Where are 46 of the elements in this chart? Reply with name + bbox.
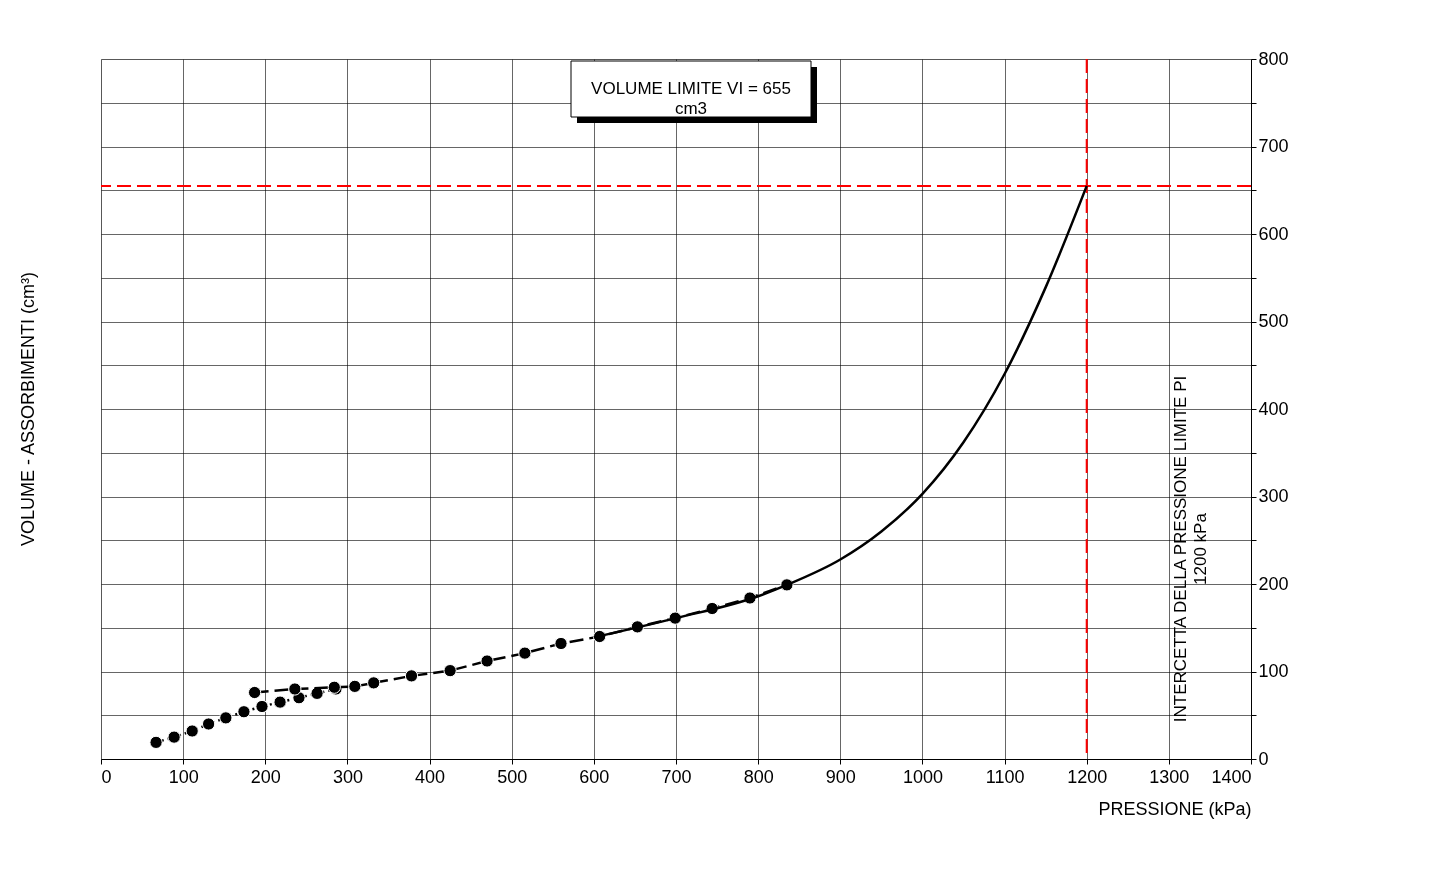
point [185, 724, 199, 738]
x-tick-label: 200 [250, 766, 281, 787]
y-axis-title: VOLUME - ASSORBIMENTI (cm³) [18, 271, 39, 547]
annotation: VOLUME LIMITE VI = 655 cm3 [591, 79, 791, 118]
point [247, 685, 262, 700]
point [219, 711, 233, 725]
y-tick-label: 0 [1258, 748, 1269, 769]
point [480, 654, 494, 668]
x-tick-label: 1000 [902, 766, 943, 787]
x-tick-label: 500 [497, 766, 528, 787]
point [310, 686, 324, 700]
y-tick-label: 200 [1258, 573, 1289, 594]
x-tick-label: 700 [661, 766, 692, 787]
x-tick-label: 1100 [985, 766, 1025, 787]
point [149, 735, 163, 749]
x-tick-label: 1200 [1067, 766, 1108, 787]
x-axis-title: PRESSIONE (kPa) [1098, 798, 1252, 819]
y-tick-label: 600 [1258, 223, 1289, 244]
y-tick-label: 400 [1258, 398, 1289, 419]
point [554, 636, 568, 651]
point [348, 679, 362, 693]
y-tick-label: 100 [1258, 661, 1289, 681]
point [367, 676, 381, 690]
x-tick-label: 600 [579, 766, 610, 787]
point [443, 664, 457, 678]
x-tick-label: 1400 [1211, 766, 1252, 787]
y-tick-label: 800 [1258, 48, 1289, 69]
point [255, 699, 269, 714]
y-tick-label: 500 [1258, 311, 1289, 331]
x-tick-label: 800 [743, 766, 774, 787]
annotation: INTERCETTA DELLA PRESSIONE LIMITE PI 1200 kPa [1171, 375, 1210, 723]
point [167, 730, 181, 744]
x-tick-label: 1300 [1149, 766, 1190, 787]
point [404, 669, 419, 683]
x-tick-label: 900 [825, 766, 856, 787]
y-tick-label: 300 [1258, 486, 1289, 506]
point [237, 705, 251, 719]
point [288, 682, 302, 696]
point [518, 646, 532, 660]
x-tick-label: 400 [415, 766, 446, 787]
x-tick-label: 300 [332, 766, 363, 787]
point [201, 717, 216, 731]
x-tick-label: 100 [168, 766, 199, 787]
point [273, 695, 287, 709]
y-tick-label: 700 [1258, 136, 1289, 156]
x-tick-label: 0 [101, 766, 112, 787]
